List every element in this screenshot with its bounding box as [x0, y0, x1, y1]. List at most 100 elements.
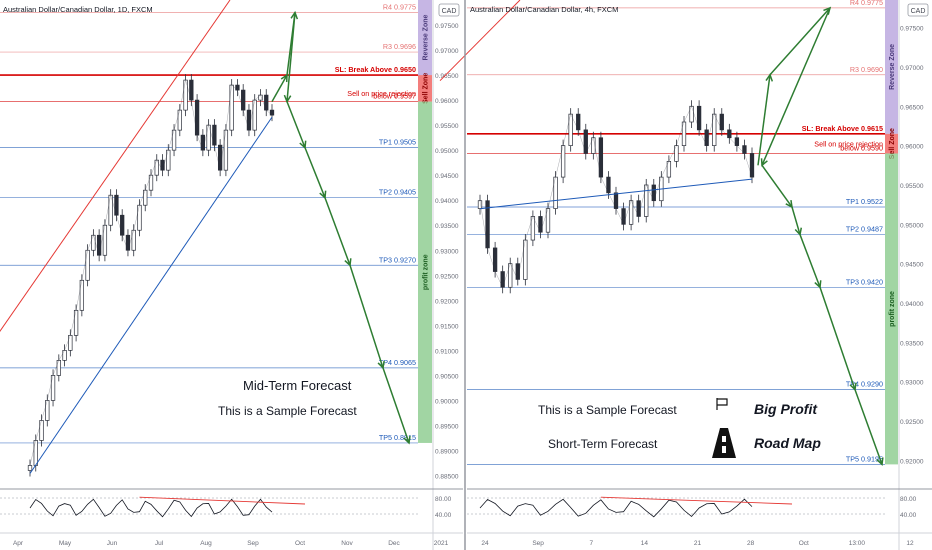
trend-line-support — [479, 178, 753, 210]
candle-body — [143, 189, 148, 206]
x-tick-label: Jul — [155, 540, 164, 547]
y-tick-label: 0.94000 — [435, 198, 459, 205]
candle-body — [492, 247, 498, 272]
currency-badge-label: CAD — [911, 8, 926, 15]
candle-body — [553, 176, 558, 209]
forecast-segment — [286, 12, 296, 102]
candle-body — [613, 192, 619, 209]
forecast-segment — [286, 101, 306, 148]
candle-body — [235, 84, 240, 91]
oscillator-line — [29, 498, 273, 518]
zone-label: profit zone — [423, 254, 430, 290]
candle-body — [125, 234, 131, 251]
y-tick-label: 0.93000 — [435, 248, 459, 255]
candle-body — [749, 153, 755, 178]
x-tick-label: 12 — [906, 540, 914, 547]
candle-body — [177, 109, 182, 131]
oscillator-tick-label: 80.00 — [435, 496, 452, 503]
level-label: TP1 0.9505 — [379, 138, 416, 147]
candle-body — [229, 84, 234, 131]
forecast-segment — [757, 74, 771, 166]
x-axis: Apr May Jun Jul Aug Sep Oct Nov Dec 2021 — [13, 540, 449, 547]
y-tick-label: 0.96500 — [435, 73, 459, 80]
level-label: TP3 0.9270 — [379, 255, 416, 264]
y-tick-label: 0.93000 — [900, 380, 924, 387]
candle-body — [560, 145, 566, 178]
candle-body — [212, 124, 217, 146]
oscillator-divergence-line — [139, 496, 306, 505]
forecast-arrowhead — [876, 457, 884, 466]
candle-body — [68, 334, 73, 351]
y-tick-label: 0.92500 — [435, 273, 459, 280]
forecast-segment — [799, 234, 821, 288]
candle-body — [160, 159, 165, 171]
level-label: TP4 0.9065 — [379, 358, 416, 367]
oscillator-tick-label: 40.00 — [900, 512, 917, 519]
trend-line-channel — [0, 0, 231, 332]
forecast-segment — [271, 74, 288, 102]
y-tick-label: 0.96500 — [900, 104, 924, 111]
y-tick-label: 0.92000 — [900, 458, 924, 465]
candle-body — [183, 79, 188, 111]
oscillator-pane: 80.00 40.00 — [467, 496, 917, 519]
y-axis: 0.97500 0.97000 0.96500 0.96000 0.95500 0.950… — [435, 23, 459, 480]
level-label: R4 0.9775 — [383, 3, 416, 12]
candle-body — [734, 137, 740, 146]
y-tick-label: 0.92000 — [435, 298, 459, 305]
y-tick-label: 0.95000 — [900, 222, 924, 229]
candle-body — [56, 360, 61, 376]
pane-background — [467, 0, 932, 550]
candle-body — [189, 79, 194, 101]
x-tick-label: 21 — [694, 540, 702, 547]
y-tick-label: 0.95000 — [435, 148, 459, 155]
y-tick-label: 0.93500 — [435, 223, 459, 230]
x-tick-label: 14 — [641, 540, 649, 547]
chart-title: Australian Dollar/Canadian Dollar, 4h, F… — [470, 5, 618, 14]
annotation-text: This is a Sample Forecast — [538, 403, 677, 417]
chart-title: Australian Dollar/Canadian Dollar, 1D, F… — [3, 5, 153, 14]
candle-body — [712, 113, 717, 146]
candle-body — [727, 129, 732, 139]
candle-body — [269, 109, 275, 116]
y-tick-label: 0.94500 — [900, 262, 924, 269]
candle-body — [108, 194, 113, 226]
candle-body — [583, 129, 588, 154]
forecast-segment — [382, 367, 410, 444]
y-tick-label: 0.88500 — [435, 473, 459, 480]
y-tick-label: 0.94000 — [900, 301, 924, 308]
candle-body — [137, 204, 142, 231]
x-tick-label: Apr — [13, 540, 24, 547]
candle-body — [45, 400, 50, 421]
forecast-segment — [349, 265, 384, 369]
candle-body — [674, 145, 679, 162]
close-line — [29, 80, 273, 466]
y-tick-label: 0.89000 — [435, 448, 459, 455]
candle-body — [500, 271, 505, 288]
y-tick-label: 0.92500 — [900, 419, 924, 426]
currency-badge-label: CAD — [442, 8, 457, 15]
level-label: TP1 0.9522 — [846, 197, 883, 206]
x-tick-label: May — [59, 540, 72, 547]
y-tick-label: 0.91000 — [435, 348, 459, 355]
y-tick-label: 0.97000 — [900, 65, 924, 72]
candle-body — [628, 200, 634, 225]
candle-body — [148, 174, 154, 191]
candle-body — [636, 200, 641, 217]
x-tick-label: 7 — [589, 540, 593, 547]
candle-body — [515, 263, 520, 280]
candle-body — [621, 208, 626, 225]
candle-body — [33, 440, 38, 466]
candle-body — [246, 109, 252, 131]
candle-body — [194, 99, 200, 136]
x-axis: 24 Sep 7 14 21 28 Oct 13:00 12 — [481, 540, 914, 547]
y-tick-label: 0.90000 — [435, 398, 459, 405]
currency-badge — [907, 3, 929, 17]
candle-body — [252, 99, 257, 131]
forecast-segment — [761, 7, 831, 166]
y-tick-label: 0.89500 — [435, 423, 459, 430]
candle-body — [50, 375, 56, 401]
candle-body — [681, 121, 687, 146]
candle-body — [96, 234, 102, 256]
price-series — [477, 100, 755, 294]
